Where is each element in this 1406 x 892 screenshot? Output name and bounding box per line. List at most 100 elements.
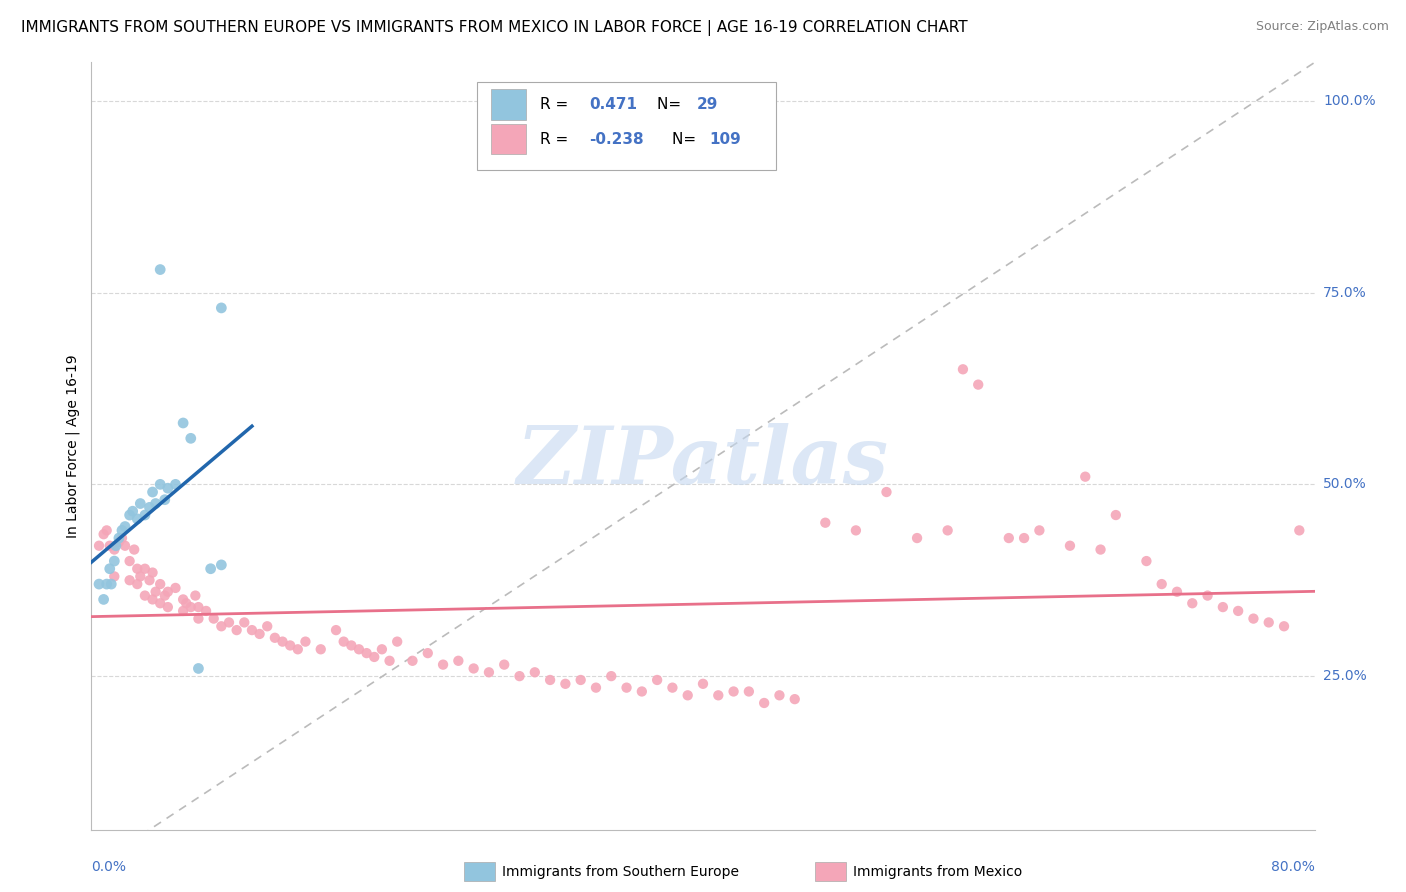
Text: 109: 109	[709, 132, 741, 146]
Point	[108, 534, 131, 549]
Point	[134, 589, 156, 603]
Point	[1059, 539, 1081, 553]
Text: R =: R =	[540, 97, 574, 112]
Point	[127, 562, 149, 576]
Point	[278, 639, 301, 653]
Point	[332, 634, 354, 648]
Point	[768, 689, 790, 703]
Point	[156, 481, 179, 495]
Text: IMMIGRANTS FROM SOUTHERN EUROPE VS IMMIGRANTS FROM MEXICO IN LABOR FORCE | AGE 1: IMMIGRANTS FROM SOUTHERN EUROPE VS IMMIG…	[21, 20, 967, 36]
Text: ZIPatlas: ZIPatlas	[517, 423, 889, 500]
Point	[145, 584, 167, 599]
Point	[416, 646, 439, 660]
Point	[378, 654, 401, 668]
Point	[218, 615, 240, 630]
Point	[294, 634, 316, 648]
Text: 80.0%: 80.0%	[1271, 860, 1315, 874]
Point	[104, 539, 127, 553]
Point	[172, 592, 194, 607]
FancyBboxPatch shape	[477, 81, 776, 169]
Point	[998, 531, 1021, 545]
Point	[1166, 584, 1188, 599]
Point	[569, 673, 592, 687]
Point	[98, 562, 121, 576]
Point	[1012, 531, 1035, 545]
Point	[447, 654, 470, 668]
Point	[149, 596, 172, 610]
Point	[209, 301, 232, 315]
Point	[287, 642, 309, 657]
Point	[127, 577, 149, 591]
Point	[1181, 596, 1204, 610]
Text: 25.0%: 25.0%	[1323, 669, 1367, 683]
Point	[129, 569, 152, 583]
Point	[187, 600, 209, 615]
Point	[600, 669, 623, 683]
Point	[1197, 589, 1219, 603]
Point	[202, 612, 225, 626]
Point	[523, 665, 546, 680]
Point	[103, 554, 125, 568]
Point	[187, 661, 209, 675]
Point	[233, 615, 256, 630]
Text: Immigrants from Southern Europe: Immigrants from Southern Europe	[502, 865, 740, 880]
Point	[814, 516, 837, 530]
Point	[172, 416, 194, 430]
Point	[494, 657, 516, 672]
Point	[118, 554, 141, 568]
Point	[356, 646, 378, 660]
Point	[195, 604, 218, 618]
Point	[145, 496, 167, 510]
Text: N=: N=	[672, 132, 702, 146]
Point	[783, 692, 806, 706]
Point	[96, 577, 118, 591]
Point	[661, 681, 683, 695]
Point	[585, 681, 607, 695]
Point	[1227, 604, 1250, 618]
Point	[463, 661, 485, 675]
Point	[432, 657, 454, 672]
Point	[952, 362, 974, 376]
Point	[98, 539, 121, 553]
Text: 0.471: 0.471	[589, 97, 637, 112]
Text: 0.0%: 0.0%	[91, 860, 127, 874]
Text: 100.0%: 100.0%	[1323, 94, 1375, 108]
Point	[118, 508, 141, 522]
Text: 50.0%: 50.0%	[1323, 477, 1367, 491]
Point	[478, 665, 501, 680]
Point	[845, 524, 868, 538]
FancyBboxPatch shape	[491, 124, 526, 154]
Point	[134, 562, 156, 576]
Point	[180, 431, 202, 445]
Point	[754, 696, 776, 710]
Point	[967, 377, 990, 392]
Point	[174, 596, 197, 610]
Point	[209, 619, 232, 633]
Point	[249, 627, 271, 641]
Point	[165, 477, 187, 491]
Point	[1212, 600, 1234, 615]
Point	[153, 589, 176, 603]
Point	[1028, 524, 1050, 538]
Point	[1272, 619, 1295, 633]
Point	[240, 623, 263, 637]
Point	[1135, 554, 1157, 568]
Point	[93, 592, 115, 607]
Point	[87, 539, 110, 553]
Point	[141, 485, 163, 500]
Point	[1090, 542, 1112, 557]
Point	[114, 519, 136, 533]
Point	[187, 612, 209, 626]
Text: Source: ZipAtlas.com: Source: ZipAtlas.com	[1256, 20, 1389, 33]
Point	[165, 581, 187, 595]
Point	[1074, 469, 1097, 483]
Point	[347, 642, 370, 657]
Point	[149, 477, 172, 491]
FancyBboxPatch shape	[491, 89, 526, 120]
Point	[875, 485, 898, 500]
Point	[141, 566, 163, 580]
Text: R =: R =	[540, 132, 574, 146]
Point	[616, 681, 638, 695]
Point	[127, 512, 149, 526]
Point	[1150, 577, 1173, 591]
